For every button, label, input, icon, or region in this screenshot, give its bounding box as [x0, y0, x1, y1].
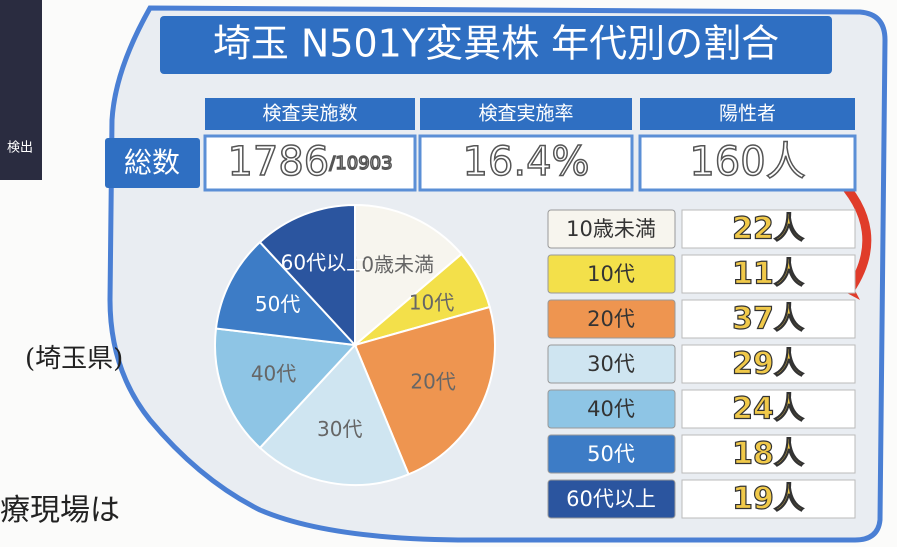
count-label: 37人	[732, 302, 804, 337]
count-box	[681, 254, 856, 294]
pie-slice	[354, 203, 463, 348]
header-box	[205, 98, 415, 130]
header: 検査実施数	[262, 103, 357, 125]
count-label: 29人	[732, 347, 804, 382]
count-label: 11人	[732, 257, 804, 292]
age-label: 40代	[587, 397, 635, 421]
slice-label: 10歳未満	[349, 253, 434, 277]
value-box	[418, 134, 634, 192]
count-label: 22人	[732, 212, 804, 247]
age-box	[547, 434, 676, 474]
row-label: 総数	[124, 146, 180, 179]
age-label: 10代	[587, 262, 635, 286]
count-box	[681, 209, 856, 249]
chart-title: 埼玉 N501Y変異株 年代別の割合	[213, 22, 779, 66]
count-label: 18人	[732, 437, 804, 472]
age-box	[547, 479, 676, 519]
pie-slice	[214, 327, 358, 450]
count-label: 24人	[732, 392, 804, 427]
summary-value: 16.4%	[462, 139, 589, 185]
summary-value: 160人	[689, 139, 805, 185]
header: 検査実施率	[478, 103, 573, 125]
header: 陽性者	[719, 103, 776, 125]
slice-label: 60代以上	[281, 251, 366, 275]
slice-label: 50代	[255, 292, 300, 316]
side-image	[0, 0, 42, 180]
age-label: 10歳未満	[566, 217, 656, 241]
slice-label: 20代	[410, 369, 455, 393]
pie-slice	[214, 240, 358, 347]
count-box	[681, 299, 856, 339]
pie-slice	[258, 203, 356, 348]
age-box	[547, 344, 676, 384]
slice-label: 10代	[409, 291, 454, 315]
age-box	[547, 254, 676, 294]
pie-slice	[353, 305, 496, 476]
count-box	[681, 434, 856, 474]
age-box	[547, 209, 676, 249]
age-label: 20代	[587, 307, 635, 331]
age-box	[547, 299, 676, 339]
count-box	[681, 389, 856, 429]
handwritten-note: (埼玉県)	[25, 344, 123, 374]
count-box	[681, 479, 856, 519]
slice-label: 30代	[317, 417, 362, 441]
summary-value: 1786/10903	[227, 139, 392, 185]
title-bar	[160, 16, 832, 74]
value-box	[638, 134, 857, 192]
header-box	[640, 98, 855, 130]
handwritten-note: 療現場は	[0, 493, 120, 528]
age-box	[547, 389, 676, 429]
header-box	[420, 98, 632, 130]
age-label: 60代以上	[566, 487, 656, 511]
slice-label: 40代	[251, 362, 296, 386]
summary-main: 1786	[227, 139, 329, 185]
count-box	[681, 344, 856, 384]
row-label-box	[105, 138, 200, 188]
side-label: 検出	[7, 141, 33, 156]
summary-sub: /10903	[329, 153, 392, 174]
age-label: 30代	[587, 352, 635, 376]
age-label: 50代	[587, 442, 635, 466]
pie-slice	[258, 343, 410, 486]
value-box	[203, 134, 417, 192]
count-label: 19人	[732, 482, 804, 517]
